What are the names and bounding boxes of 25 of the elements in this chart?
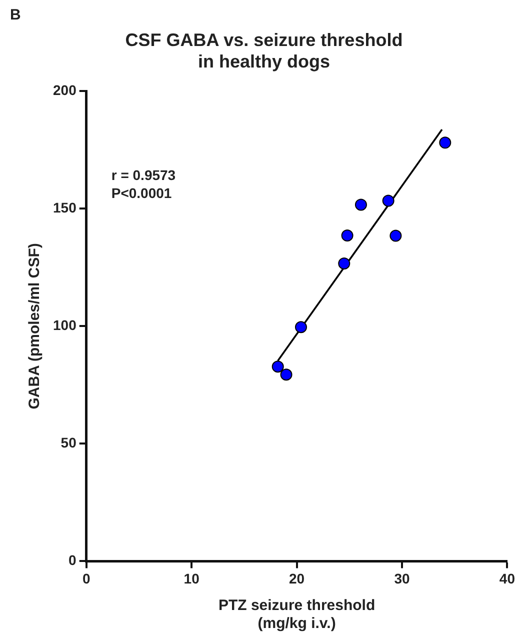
y-tick-label: 200 xyxy=(53,82,77,98)
point xyxy=(294,321,307,334)
point xyxy=(338,257,350,270)
annotation: P<0.0001 xyxy=(111,185,172,202)
y-tick-label: 150 xyxy=(53,200,77,216)
x-tick-label: 40 xyxy=(499,570,516,586)
point xyxy=(280,368,292,381)
point xyxy=(354,198,367,211)
annotation: r = 0.9573 xyxy=(111,167,176,184)
chart-title: CSF GABA vs. seizure threshold in healthy dogs xyxy=(125,30,403,72)
point xyxy=(272,360,284,373)
y-tick-label: 50 xyxy=(60,434,77,451)
point xyxy=(341,229,354,242)
y-tick-label: 100 xyxy=(53,317,77,334)
x-tick-label: 0 xyxy=(82,570,90,586)
y-tick-label: 0 xyxy=(68,552,77,568)
x-tick-label: 30 xyxy=(394,570,410,586)
point xyxy=(382,194,394,207)
y-axis-title: GABA (pmoles/ml CSF) xyxy=(26,243,44,410)
x-axis-title: PTZ seizure threshold (mg/kg i.v.) xyxy=(218,597,376,632)
x-tick-label: 20 xyxy=(288,570,305,586)
x-tick-label: 10 xyxy=(184,570,200,586)
text: B xyxy=(10,6,21,24)
point xyxy=(439,136,452,149)
point xyxy=(390,230,402,242)
